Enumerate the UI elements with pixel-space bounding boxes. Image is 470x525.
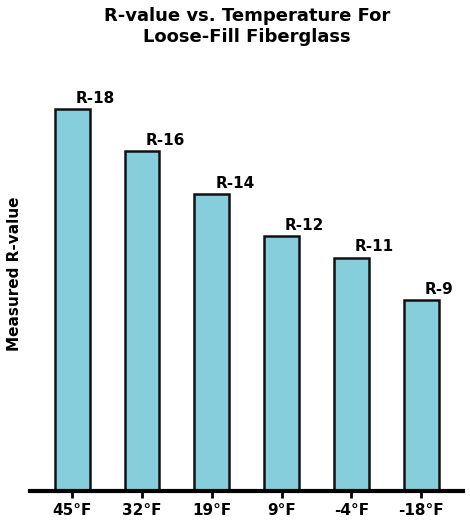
Title: R-value vs. Temperature For
Loose-Fill Fiberglass: R-value vs. Temperature For Loose-Fill F… (103, 7, 390, 46)
Text: R-18: R-18 (76, 91, 115, 106)
Bar (334, 257, 369, 491)
Text: R-12: R-12 (285, 218, 324, 233)
Text: R-16: R-16 (145, 133, 185, 148)
Text: R-11: R-11 (355, 239, 394, 254)
Bar (404, 300, 439, 491)
Bar (264, 236, 299, 491)
Bar (125, 151, 159, 491)
Text: R-14: R-14 (215, 175, 255, 191)
Bar (55, 109, 90, 491)
Text: R-9: R-9 (425, 282, 454, 297)
Bar (194, 194, 229, 491)
Y-axis label: Measured R-value: Measured R-value (7, 196, 22, 351)
